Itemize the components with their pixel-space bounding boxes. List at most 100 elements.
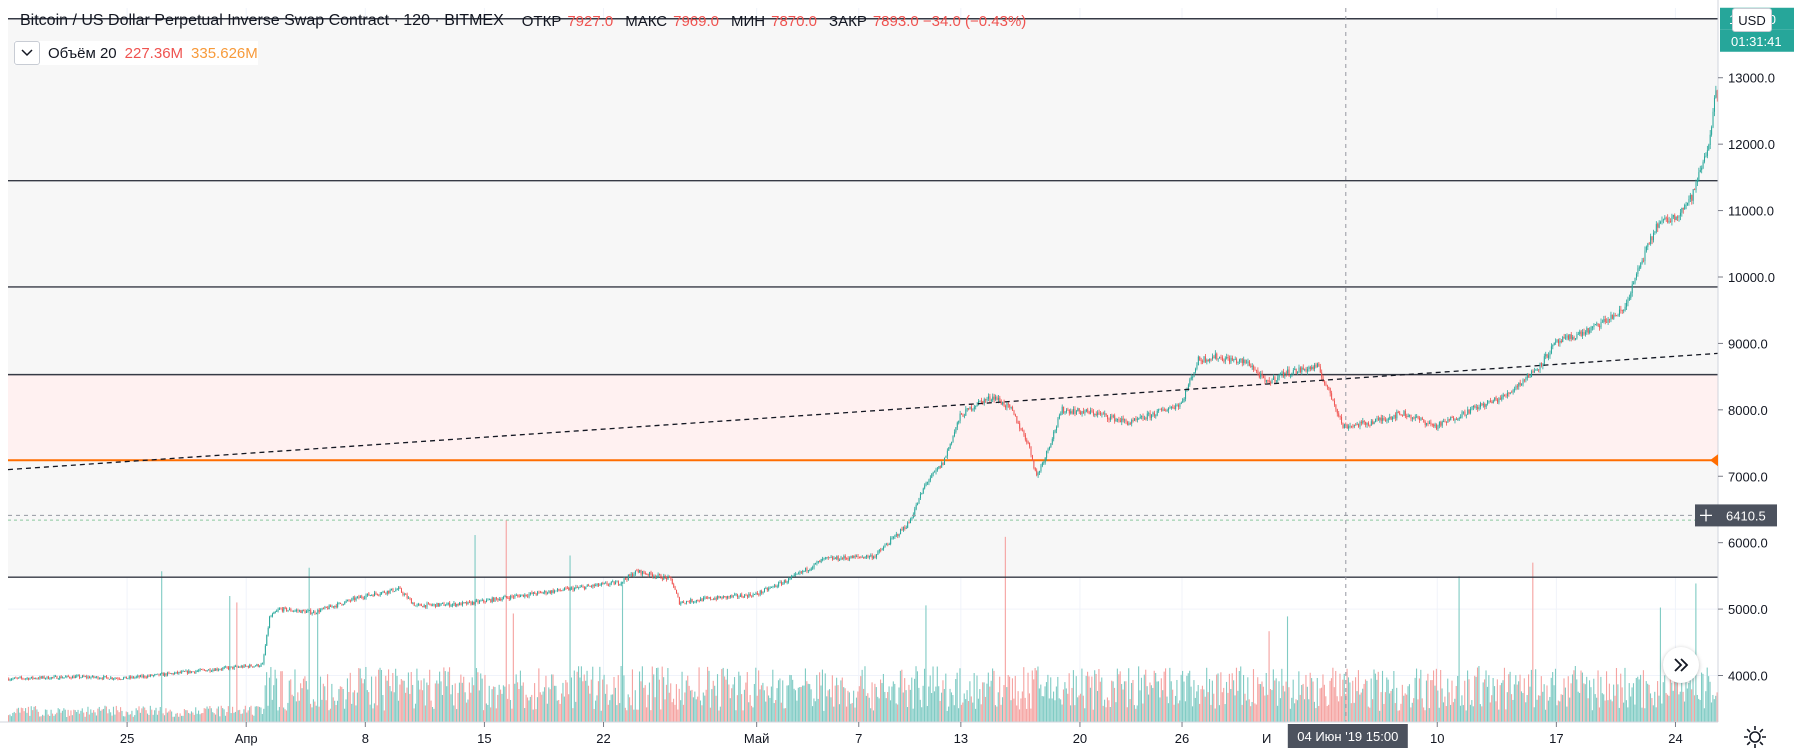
volume-bar [1584,684,1586,722]
volume-bar [514,683,516,722]
candle-body [1053,431,1055,439]
volume-bar [1666,694,1669,722]
candle-body [788,578,790,582]
volume-bar [1552,672,1554,722]
volume-bar [1034,667,1036,722]
volume-bar [861,669,863,722]
candle-body [1179,403,1181,407]
candle-body [1227,357,1229,359]
candle-body [420,604,422,607]
candle-body [1692,189,1694,201]
symbol-title[interactable]: Bitcoin / US Dollar Perpetual Inverse Sw… [20,12,504,29]
candle-body [57,678,59,680]
volume-bar [1207,692,1209,722]
volume-bar [1391,688,1393,722]
candle-body [1321,372,1323,378]
volume-bar [78,713,81,722]
candle-body [337,602,339,607]
candle-body [43,676,45,679]
volume-bar [1038,688,1040,722]
volume-bar [491,689,493,722]
volume-bar [1244,693,1246,722]
volume-bar [1479,704,1481,722]
volume-bar [1060,699,1062,722]
volume-bar [806,681,808,722]
collapse-legend-button[interactable] [14,41,40,65]
volume-bar [1617,684,1619,722]
candle-body [368,593,370,596]
volume-bar [1476,667,1479,722]
candle-body [1404,411,1406,417]
candle-body [121,679,123,680]
volume-bar [1683,701,1686,722]
candle-body [1006,403,1008,408]
volume-bar [923,668,926,722]
candle-body [1600,322,1602,328]
settings-button[interactable] [1741,723,1769,751]
volume-bar [1264,695,1266,722]
candle-body [1376,418,1378,420]
candle-body [771,586,773,588]
volume-bar [1611,701,1613,722]
volume-bar [481,678,483,722]
volume-bar [1095,673,1097,722]
volume-bar [1143,674,1145,722]
volume-bar [1050,677,1052,722]
volume-bar [356,692,358,722]
candle-body [667,576,669,580]
volume-bar [517,682,519,722]
candle-body [515,595,517,596]
volume-indicator-name[interactable]: Объём 20 [48,44,117,62]
candle-body [1713,97,1715,112]
volume-bar [570,677,573,722]
candle-body [219,669,221,671]
volume-bar [1610,699,1612,722]
candle-body [790,576,792,579]
candle-body [647,574,649,576]
candle-body [1599,325,1601,328]
price-zone [8,374,1718,461]
candle-body [1187,384,1189,390]
candle-body [1246,362,1248,364]
candle-body [1085,409,1087,412]
volume-bar [171,711,173,722]
candle-body [1522,379,1524,385]
volume-bar [1415,668,1418,722]
volume-bar [395,668,397,722]
volume-bar [940,692,943,722]
price-axis [1718,0,1797,754]
candle-body [907,522,909,528]
scroll-to-realtime-button[interactable] [1663,647,1699,683]
candle-body [678,597,680,605]
candle-body [928,480,930,483]
candle-body [191,671,193,673]
price-tick-label: 7000.0 [1728,469,1768,484]
candle-body [1114,415,1116,422]
candle-body [555,590,557,592]
currency-unit-button[interactable]: USD [1732,8,1772,32]
trend-line[interactable] [7,352,1719,471]
candle-body [735,594,737,596]
candle-body [369,595,371,596]
candle-body [1512,390,1514,393]
volume-bar [426,682,428,722]
volume-bar [854,707,856,722]
candle-body [1583,332,1585,335]
volume-bar [1699,699,1701,722]
candle-body [1138,418,1140,420]
volume-bar [144,707,146,722]
volume-bar [284,709,286,722]
candle-body [1186,389,1188,391]
volume-bar [1545,709,1547,722]
crosshair-plus-icon[interactable] [1700,509,1712,522]
candle-body [1169,407,1171,409]
candle-body [1058,415,1060,419]
candle-body [656,576,658,578]
volume-bar [529,696,531,722]
volume-bar [538,668,540,722]
volume-bar [595,700,597,722]
volume-bar [716,674,719,722]
volume-bar [1662,682,1664,722]
